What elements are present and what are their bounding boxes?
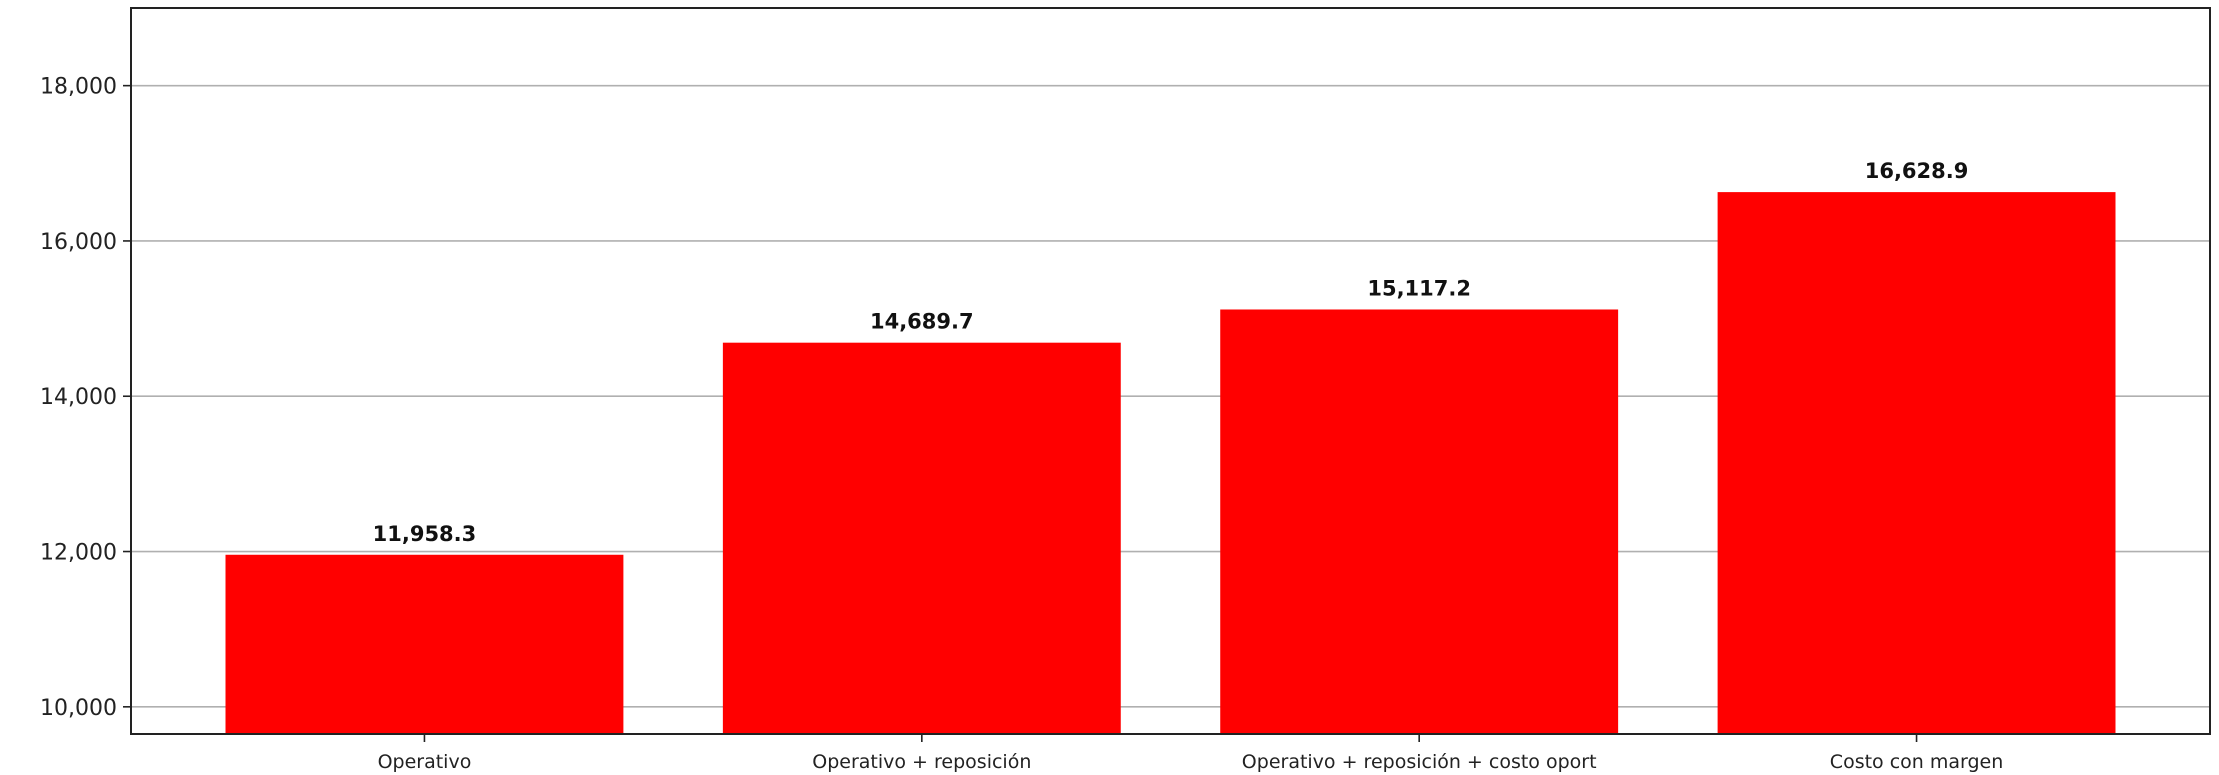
bar-value-label: 14,689.7 <box>870 310 974 334</box>
x-tick-label: Costo con margen <box>1830 751 2003 773</box>
x-tick-label: Operativo <box>378 751 472 773</box>
y-tick-label: 10,000 <box>40 696 117 721</box>
y-tick-label: 14,000 <box>40 385 117 410</box>
bar-value-label: 16,628.9 <box>1865 159 1969 183</box>
y-tick-label: 18,000 <box>40 75 117 100</box>
x-tick-label: Operativo + reposición + costo oport <box>1242 751 1597 773</box>
y-axis: 10,000 12,000 14,000 16,000 18,000 <box>40 75 131 721</box>
bar <box>722 342 1121 734</box>
bars <box>225 192 2116 734</box>
bar-value-label: 11,958.3 <box>373 522 477 546</box>
y-tick-label: 12,000 <box>40 541 117 566</box>
bar <box>1220 309 1619 734</box>
x-axis: Operativo Operativo + reposición Operativo… <box>378 734 2003 773</box>
y-tick-label: 16,000 <box>40 230 117 255</box>
plot-frame <box>130 7 2211 735</box>
value-labels: 11,958.3 14,689.7 15,117.2 16,628.9 <box>373 159 1969 546</box>
x-tick-label: Operativo + reposición <box>812 751 1031 773</box>
bar <box>1717 192 2116 734</box>
bar <box>225 554 624 734</box>
bar-value-label: 15,117.2 <box>1367 276 1471 300</box>
